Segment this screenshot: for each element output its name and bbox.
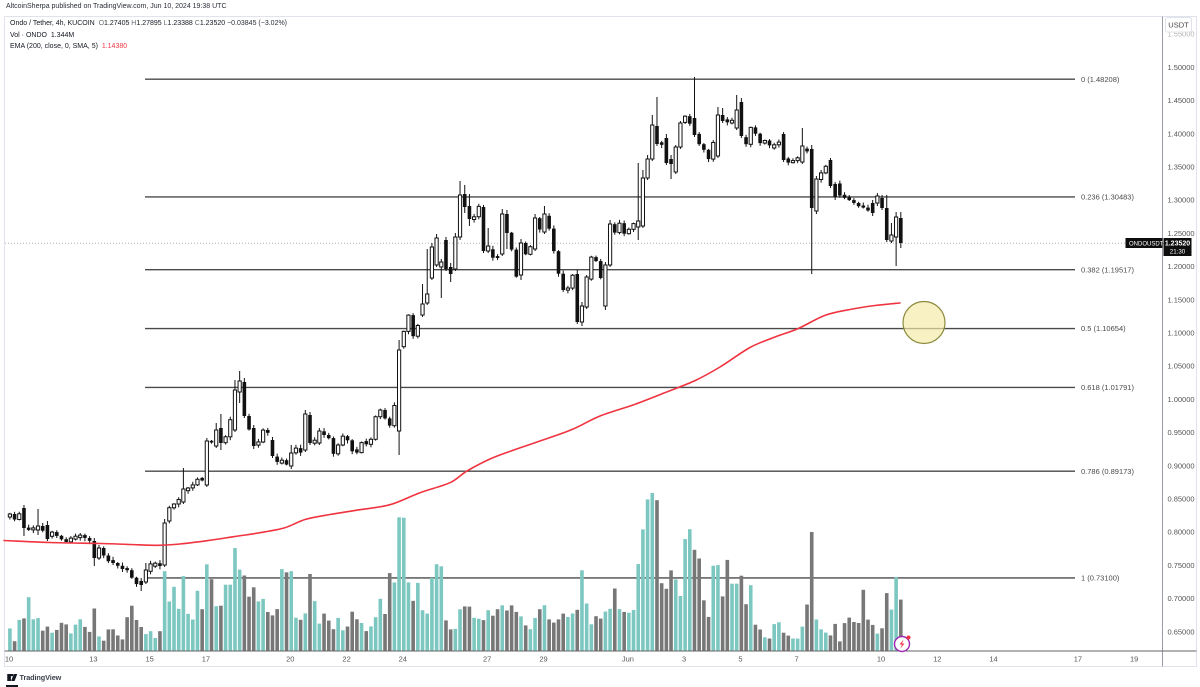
svg-text:10: 10 bbox=[5, 655, 13, 664]
svg-text:19: 19 bbox=[1130, 655, 1138, 664]
svg-text:1.00000: 1.00000 bbox=[1167, 395, 1194, 404]
svg-text:0.382 (1.19517): 0.382 (1.19517) bbox=[1081, 265, 1134, 274]
svg-text:0.236 (1.30483): 0.236 (1.30483) bbox=[1081, 193, 1134, 202]
svg-text:3: 3 bbox=[682, 655, 686, 664]
svg-text:15: 15 bbox=[146, 655, 154, 664]
svg-text:0.65000: 0.65000 bbox=[1167, 627, 1194, 636]
svg-text:1.15000: 1.15000 bbox=[1167, 295, 1194, 304]
svg-text:10: 10 bbox=[877, 655, 885, 664]
svg-text:0.75000: 0.75000 bbox=[1167, 561, 1194, 570]
svg-text:14: 14 bbox=[989, 655, 997, 664]
svg-text:1.05000: 1.05000 bbox=[1167, 362, 1194, 371]
svg-text:0.90000: 0.90000 bbox=[1167, 461, 1194, 470]
svg-text:7: 7 bbox=[795, 655, 799, 664]
svg-text:1.50000: 1.50000 bbox=[1167, 63, 1194, 72]
svg-text:1.55000: 1.55000 bbox=[1167, 30, 1194, 39]
svg-text:0 (1.48208): 0 (1.48208) bbox=[1081, 75, 1120, 84]
svg-text:1.30000: 1.30000 bbox=[1167, 196, 1194, 205]
svg-text:1 (0.73100): 1 (0.73100) bbox=[1081, 574, 1120, 583]
svg-text:1.10000: 1.10000 bbox=[1167, 329, 1194, 338]
svg-text:0.786 (0.89173): 0.786 (0.89173) bbox=[1081, 467, 1134, 476]
svg-text:13: 13 bbox=[89, 655, 97, 664]
svg-text:1.35000: 1.35000 bbox=[1167, 163, 1194, 172]
svg-text:1.23520: 1.23520 bbox=[1165, 241, 1190, 248]
svg-text:20: 20 bbox=[286, 655, 294, 664]
svg-text:27: 27 bbox=[483, 655, 491, 664]
svg-text:21:30: 21:30 bbox=[1170, 248, 1186, 255]
svg-text:0.80000: 0.80000 bbox=[1167, 528, 1194, 537]
svg-text:ONDOUSDT: ONDOUSDT bbox=[1129, 241, 1164, 247]
svg-text:1.20000: 1.20000 bbox=[1167, 262, 1194, 271]
svg-text:0.618 (1.01791): 0.618 (1.01791) bbox=[1081, 383, 1134, 392]
svg-text:1.25000: 1.25000 bbox=[1167, 229, 1194, 238]
svg-text:17: 17 bbox=[1074, 655, 1082, 664]
svg-text:USDT: USDT bbox=[1168, 21, 1189, 30]
svg-text:5: 5 bbox=[738, 655, 742, 664]
svg-text:12: 12 bbox=[933, 655, 941, 664]
svg-text:29: 29 bbox=[539, 655, 547, 664]
svg-text:0.5 (1.10654): 0.5 (1.10654) bbox=[1081, 324, 1126, 333]
svg-text:1.45000: 1.45000 bbox=[1167, 96, 1194, 105]
svg-text:0.70000: 0.70000 bbox=[1167, 594, 1194, 603]
svg-text:24: 24 bbox=[399, 655, 407, 664]
svg-text:17: 17 bbox=[202, 655, 210, 664]
svg-text:1.40000: 1.40000 bbox=[1167, 129, 1194, 138]
svg-text:0.95000: 0.95000 bbox=[1167, 428, 1194, 437]
svg-text:0.85000: 0.85000 bbox=[1167, 495, 1194, 504]
svg-text:Jun: Jun bbox=[622, 655, 634, 664]
svg-text:22: 22 bbox=[342, 655, 350, 664]
